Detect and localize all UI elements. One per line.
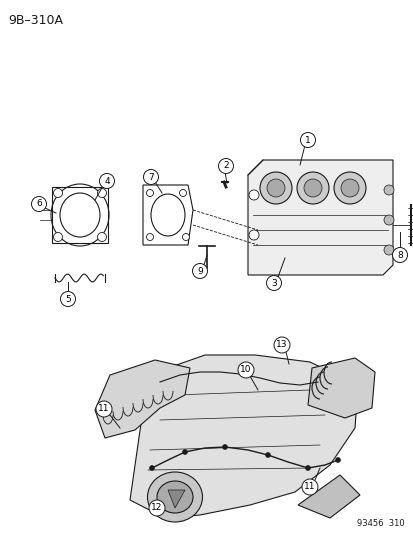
Circle shape <box>218 158 233 174</box>
Circle shape <box>222 445 227 449</box>
Circle shape <box>340 179 358 197</box>
Circle shape <box>248 230 259 240</box>
Circle shape <box>53 232 62 241</box>
Circle shape <box>146 190 153 197</box>
Circle shape <box>31 197 46 212</box>
Polygon shape <box>168 490 185 508</box>
Text: 3: 3 <box>271 279 276 287</box>
Text: 12: 12 <box>151 504 162 513</box>
Polygon shape <box>247 160 392 275</box>
Polygon shape <box>307 358 374 418</box>
Ellipse shape <box>157 481 192 513</box>
Circle shape <box>335 457 339 463</box>
Text: 9B–310A: 9B–310A <box>8 14 63 27</box>
Circle shape <box>296 172 328 204</box>
Circle shape <box>392 247 406 262</box>
Circle shape <box>333 172 365 204</box>
Circle shape <box>53 189 62 198</box>
Text: 13: 13 <box>275 341 287 350</box>
Circle shape <box>301 479 317 495</box>
Circle shape <box>273 337 289 353</box>
Polygon shape <box>297 475 359 518</box>
Circle shape <box>305 465 310 471</box>
Circle shape <box>97 232 106 241</box>
Circle shape <box>182 233 189 240</box>
Text: 6: 6 <box>36 199 42 208</box>
Circle shape <box>143 169 158 184</box>
Circle shape <box>237 362 254 378</box>
Text: 1: 1 <box>304 135 310 144</box>
Text: 5: 5 <box>65 295 71 303</box>
Circle shape <box>149 465 154 471</box>
Circle shape <box>265 453 270 457</box>
Polygon shape <box>130 355 357 518</box>
Circle shape <box>266 276 281 290</box>
Text: 2: 2 <box>223 161 228 171</box>
Circle shape <box>248 190 259 200</box>
Text: 7: 7 <box>148 173 154 182</box>
Circle shape <box>383 185 393 195</box>
Ellipse shape <box>147 472 202 522</box>
Circle shape <box>182 449 187 455</box>
Text: 8: 8 <box>396 251 402 260</box>
Circle shape <box>146 233 153 240</box>
Circle shape <box>192 263 207 279</box>
Circle shape <box>303 179 321 197</box>
Polygon shape <box>95 360 190 438</box>
Text: 9: 9 <box>197 266 202 276</box>
Circle shape <box>179 190 186 197</box>
Text: 93456  310: 93456 310 <box>356 519 404 528</box>
Circle shape <box>266 179 284 197</box>
Circle shape <box>97 189 106 198</box>
Circle shape <box>383 245 393 255</box>
Circle shape <box>300 133 315 148</box>
Circle shape <box>259 172 291 204</box>
Circle shape <box>60 292 75 306</box>
Circle shape <box>383 215 393 225</box>
Text: 4: 4 <box>104 176 109 185</box>
Text: 11: 11 <box>304 482 315 491</box>
Circle shape <box>149 500 165 516</box>
Text: 10: 10 <box>240 366 251 375</box>
Text: 11: 11 <box>98 405 109 414</box>
Circle shape <box>96 401 112 417</box>
Circle shape <box>99 174 114 189</box>
